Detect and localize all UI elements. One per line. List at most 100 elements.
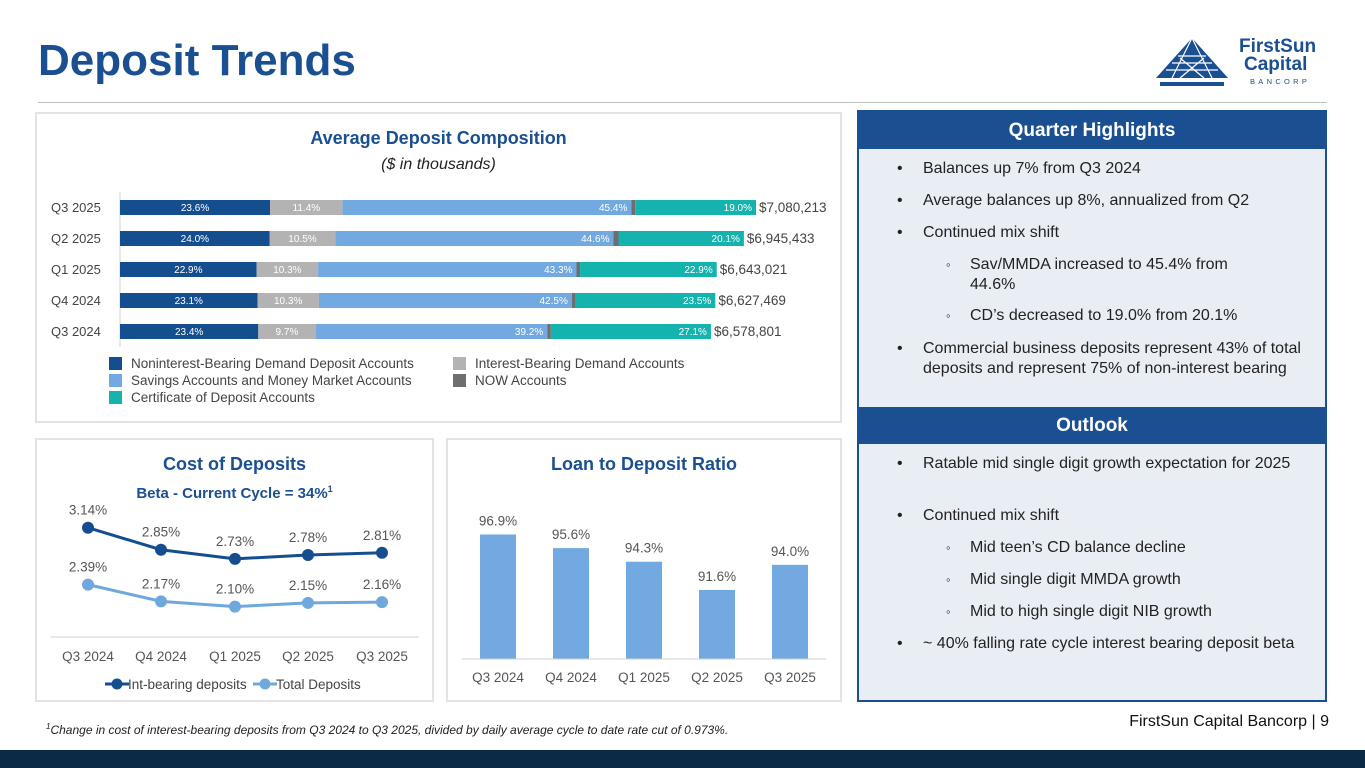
page-title: Deposit Trends — [38, 36, 356, 85]
legend-swatch — [453, 374, 466, 387]
outlook-subitem: ◦ Mid single digit MMDA growth — [946, 571, 1181, 588]
legend-label: NOW Accounts — [475, 373, 567, 388]
logo-mark: FirstSun Capital BANCORP — [1156, 36, 1316, 86]
segment-label: 10.3% — [274, 296, 302, 307]
highlight-subitem: ◦ Sav/MMDA increased to 45.4% from 44.6% — [946, 256, 1228, 293]
data-point — [229, 552, 241, 565]
data-label: 2.15% — [289, 578, 327, 593]
segment-label: 23.6% — [181, 203, 209, 214]
bar-segment — [635, 200, 756, 215]
category-label: Q2 2025 — [51, 231, 101, 246]
outlook-subitem: ◦ Mid teen’s CD balance decline — [946, 539, 1186, 556]
cost-title: Cost of Deposits — [162, 454, 306, 474]
cost-panel: Cost of Deposits Beta - Current Cycle = … — [35, 438, 434, 702]
highlights-header: Quarter Highlights — [859, 112, 1325, 149]
data-point — [302, 549, 314, 562]
logo-line3: BANCORP — [1250, 77, 1310, 86]
segment-label: 27.1% — [679, 327, 707, 338]
outlook-item: • Ratable mid single digit growth expecta… — [897, 455, 1291, 472]
title-divider — [38, 102, 1327, 103]
data-label: 91.6% — [698, 569, 736, 584]
segment-label: 23.4% — [175, 327, 203, 338]
data-point — [376, 546, 388, 559]
category-label: Q3 2024 — [51, 324, 101, 339]
total-label: $7,080,213 — [759, 200, 827, 215]
data-label: 3.14% — [69, 503, 107, 518]
legend-swatch — [453, 357, 466, 370]
highlight-subitem: ◦ CD’s decreased to 19.0% from 20.1% — [946, 307, 1238, 324]
total-label: $6,627,469 — [718, 293, 786, 308]
category-label: Q3 2025 — [51, 200, 101, 215]
outlook-header: Outlook — [859, 407, 1325, 444]
segment-label: 43.3% — [544, 265, 572, 276]
ltd-title: Loan to Deposit Ratio — [551, 454, 737, 474]
data-label: 94.3% — [625, 541, 663, 556]
legend-swatch — [109, 374, 122, 387]
bar — [772, 564, 808, 659]
composition-subtitle: ($ in thousands) — [381, 156, 496, 173]
tick-label: Q3 2025 — [764, 670, 816, 685]
legend-marker — [259, 678, 271, 690]
data-point — [155, 543, 167, 556]
segment-label: 23.5% — [683, 296, 711, 307]
data-label: 2.78% — [289, 530, 327, 545]
bar-segment — [547, 324, 551, 339]
legend-swatch — [109, 357, 122, 370]
highlight-item: • Commercial business deposits represent … — [897, 340, 1301, 377]
total-label: $6,945,433 — [747, 231, 815, 246]
bar-segment — [120, 200, 271, 215]
bar-segment — [631, 200, 636, 215]
bar-segment — [613, 231, 619, 246]
bar-segment — [318, 293, 572, 308]
category-label: Q1 2025 — [51, 262, 101, 277]
tick-label: Q3 2025 — [356, 649, 408, 664]
legend-label: Total Deposits — [276, 677, 361, 692]
segment-label: 22.9% — [684, 265, 712, 276]
tick-label: Q1 2025 — [209, 649, 261, 664]
data-label: 2.85% — [142, 525, 180, 540]
tick-label: Q2 2025 — [691, 670, 743, 685]
bar-segment — [120, 262, 257, 277]
segment-label: 23.1% — [175, 296, 203, 307]
page-label: FirstSun Capital Bancorp | 9 — [1129, 713, 1329, 730]
cost-subtitle-wrap: Beta - Current Cycle = 34%1 — [37, 484, 432, 502]
sunburst-icon — [1156, 37, 1228, 86]
data-label: 2.10% — [216, 582, 254, 597]
composition-chart: Q3 2025 23.6% 11.4% 45.4% 19.0% $7,080,213 Q2 … — [51, 192, 827, 405]
cost-subtitle-sup: 1 — [327, 484, 333, 494]
segment-label: 44.6% — [581, 234, 609, 245]
total-label: $6,643,021 — [720, 262, 788, 277]
segment-label: 11.4% — [293, 203, 321, 214]
legend-label: Interest-Bearing Demand Accounts — [475, 356, 685, 371]
data-point — [376, 596, 388, 609]
data-point — [302, 596, 314, 609]
bar-segment — [120, 231, 270, 246]
bar-segment — [575, 293, 716, 308]
tick-label: Q1 2025 — [618, 670, 670, 685]
bar-segment — [342, 200, 632, 215]
tick-label: Q3 2024 — [472, 670, 524, 685]
outlook-subitem: ◦ Mid to high single digit NIB growth — [946, 603, 1212, 620]
outlook-item: • ~ 40% falling rate cycle interest beari… — [897, 635, 1295, 652]
bar-segment — [258, 324, 316, 339]
highlight-item: • Continued mix shift — [897, 224, 1060, 241]
bar-segment — [550, 324, 711, 339]
data-point — [82, 521, 94, 534]
logo-line2: Capital — [1244, 54, 1307, 75]
footnote: 1Change in cost of interest-bearing depo… — [46, 722, 729, 737]
company-logo: FirstSun Capital BANCORP — [1152, 30, 1327, 92]
bar-segment — [580, 262, 717, 277]
data-label: 2.81% — [363, 528, 401, 543]
bar-segment — [256, 262, 319, 277]
bar-segment — [618, 231, 744, 246]
bar-segment — [269, 231, 336, 246]
segment-label: 20.1% — [712, 234, 740, 245]
outlook-item: • Continued mix shift — [897, 507, 1060, 524]
legend-label: Noninterest-Bearing Demand Deposit Accou… — [131, 356, 414, 371]
category-label: Q4 2024 — [51, 293, 101, 308]
bar — [553, 548, 589, 659]
data-label: 94.0% — [771, 544, 809, 559]
tick-label: Q4 2024 — [135, 649, 187, 664]
tick-label: Q3 2024 — [62, 649, 114, 664]
logo-line1: FirstSun — [1239, 36, 1316, 57]
